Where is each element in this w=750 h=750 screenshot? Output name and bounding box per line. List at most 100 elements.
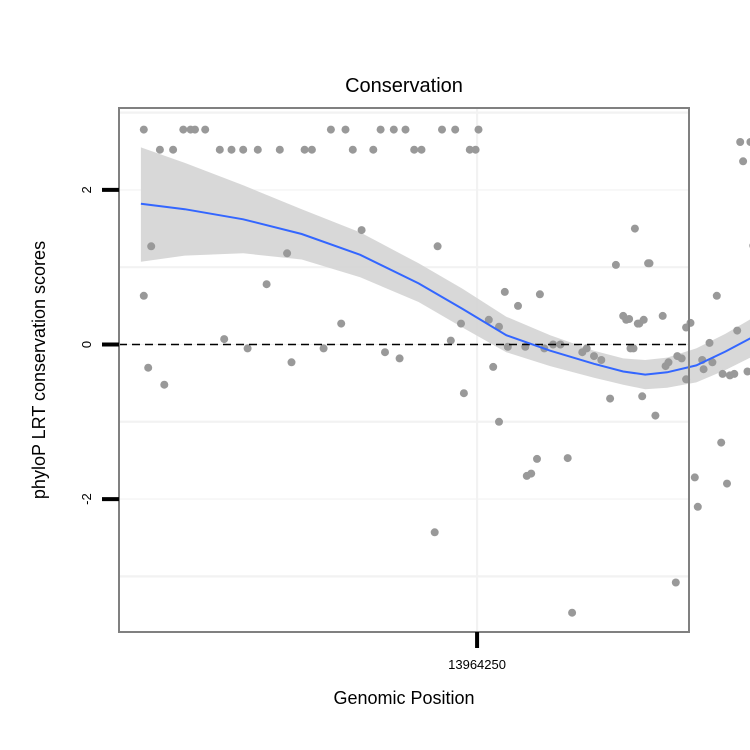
data-point: [489, 362, 498, 371]
data-point: [446, 336, 455, 345]
data-point: [638, 392, 647, 401]
data-point: [568, 608, 577, 617]
data-point: [471, 145, 480, 154]
data-point: [433, 242, 442, 251]
data-point: [639, 315, 648, 324]
data-point: [533, 454, 541, 463]
data-point: [582, 344, 591, 353]
data-point: [389, 125, 398, 134]
x-axis-label: Genomic Position: [333, 688, 474, 708]
smooth-line-layer: [140, 202, 750, 376]
data-point: [220, 335, 229, 344]
data-point: [597, 356, 606, 364]
data-point: [690, 473, 699, 482]
data-point: [739, 157, 748, 166]
data-point: [705, 338, 714, 347]
data-point: [630, 224, 639, 233]
confidence-band-layer: [140, 147, 750, 390]
panel-border: [118, 107, 690, 633]
data-point: [736, 138, 745, 146]
data-point: [746, 138, 750, 146]
data-point: [410, 145, 419, 154]
chart-title: Conservation: [345, 75, 463, 97]
data-point: [717, 438, 726, 447]
data-point: [457, 319, 465, 328]
data-point: [341, 125, 350, 134]
data-point: [535, 290, 544, 299]
x-tick-label: 13964250: [448, 657, 506, 672]
data-point: [677, 354, 686, 363]
data-point: [139, 291, 148, 300]
data-point: [625, 315, 634, 323]
data-point: [651, 411, 660, 420]
data-point: [243, 344, 252, 353]
data-point: [155, 145, 164, 154]
data-point: [459, 389, 468, 398]
data-point: [139, 125, 148, 134]
data-point: [253, 145, 262, 154]
data-point: [357, 226, 366, 235]
data-point: [369, 145, 378, 154]
smooth-line: [140, 202, 750, 376]
data-point: [201, 125, 210, 134]
data-point: [376, 125, 385, 134]
data-point: [718, 369, 727, 378]
data-point: [395, 354, 404, 363]
data-point: [430, 528, 439, 537]
data-point: [495, 417, 503, 426]
data-point: [527, 469, 536, 478]
data-point: [147, 242, 156, 251]
data-point: [474, 125, 483, 134]
data-point: [484, 315, 493, 324]
data-point: [686, 318, 695, 327]
y-tick-label: 2: [79, 186, 94, 193]
y-axis-label: phyloP LRT conservation scores: [29, 241, 49, 499]
data-point: [708, 358, 717, 367]
data-point: [733, 326, 742, 335]
data-point: [262, 280, 271, 289]
data-point: [227, 145, 236, 154]
x-axis: 139643501396430013964250: [448, 632, 506, 672]
data-point: [300, 145, 309, 154]
data-point: [319, 344, 328, 353]
data-point: [699, 365, 708, 374]
data-point: [556, 340, 565, 349]
data-point: [590, 352, 598, 361]
data-point: [307, 145, 316, 154]
data-point: [381, 348, 389, 357]
data-point: [179, 125, 188, 134]
plot-panel: [118, 107, 750, 633]
data-point: [401, 125, 410, 134]
data-point: [239, 145, 248, 154]
data-point: [287, 358, 296, 367]
data-point: [563, 454, 572, 463]
data-point: [417, 145, 426, 154]
confidence-band: [140, 147, 750, 390]
data-point: [712, 291, 721, 300]
data-point: [671, 578, 680, 587]
data-point: [500, 287, 509, 296]
data-point: [465, 145, 474, 154]
data-point: [275, 145, 284, 154]
data-point: [326, 125, 335, 134]
data-point: [337, 319, 346, 328]
data-point: [191, 125, 199, 134]
data-point: [451, 125, 460, 134]
data-point: [743, 367, 750, 376]
data-point: [664, 358, 673, 367]
y-tick-label: 0: [79, 341, 94, 348]
y-axis: 2 0 -2: [79, 186, 119, 505]
data-point: [215, 145, 224, 154]
data-point: [160, 380, 169, 389]
data-point: [144, 363, 153, 372]
data-points: [139, 125, 750, 617]
data-point: [169, 145, 178, 154]
data-point: [730, 369, 739, 378]
data-point: [723, 479, 731, 488]
y-tick-label: -2: [79, 493, 94, 505]
data-point: [606, 394, 615, 403]
data-point: [611, 260, 620, 269]
data-point: [645, 259, 654, 268]
data-point: [629, 344, 638, 353]
